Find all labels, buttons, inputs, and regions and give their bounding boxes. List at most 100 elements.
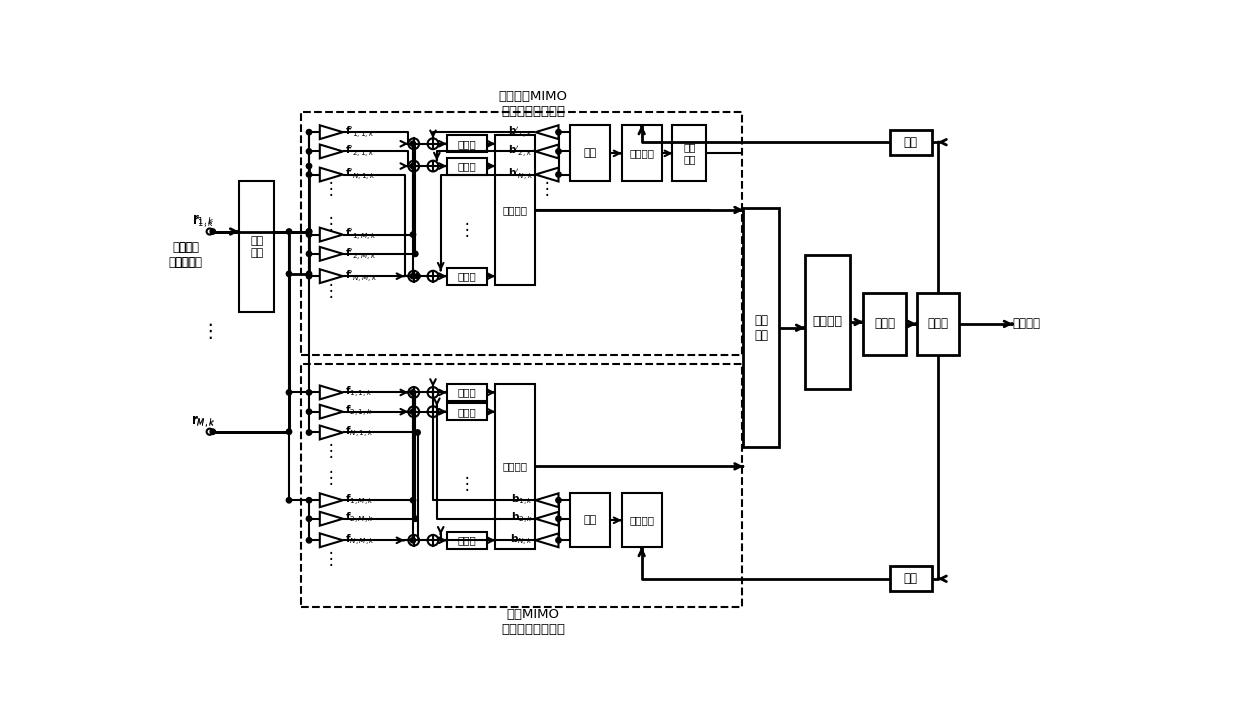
Bar (446, 403, 487, 420)
Circle shape (306, 228, 311, 234)
Circle shape (306, 163, 311, 168)
Text: 时间
反转: 时间 反转 (754, 314, 768, 342)
Bar (570, 125, 610, 181)
Text: $\mathbf{r}_{1,k}$: $\mathbf{r}_{1,k}$ (191, 215, 215, 230)
Text: 解映射: 解映射 (458, 271, 476, 281)
Text: 译码输出: 译码输出 (1013, 317, 1040, 330)
Circle shape (410, 273, 415, 279)
Text: ⋮: ⋮ (324, 282, 340, 300)
Circle shape (410, 163, 415, 168)
Text: 解映射: 解映射 (458, 535, 476, 545)
Circle shape (306, 538, 311, 543)
Bar (570, 493, 610, 547)
Circle shape (286, 228, 291, 234)
Circle shape (286, 497, 291, 503)
Text: $\mathbf{f}_{2,M,k}$: $\mathbf{f}_{2,M,k}$ (345, 511, 374, 526)
Bar (805, 254, 849, 390)
Text: 交织: 交织 (904, 136, 918, 149)
Circle shape (306, 516, 311, 521)
Bar (446, 384, 487, 401)
Bar (743, 208, 779, 447)
Text: 并串转换: 并串转换 (503, 205, 528, 215)
Text: $\mathbf{f}'_{2,M,k}$: $\mathbf{f}'_{2,M,k}$ (345, 246, 377, 262)
Circle shape (286, 271, 291, 277)
Text: $\mathbf{b}_{2,k}$: $\mathbf{b}_{2,k}$ (511, 511, 533, 526)
Circle shape (556, 172, 562, 177)
Text: $\mathbf{f}'_{1,1,k}$: $\mathbf{f}'_{1,1,k}$ (345, 124, 376, 140)
Bar (889, 566, 932, 591)
Text: ⋮: ⋮ (324, 215, 340, 233)
Circle shape (413, 251, 418, 257)
Bar (495, 135, 536, 285)
Circle shape (286, 390, 291, 395)
Text: ⋮: ⋮ (538, 180, 556, 198)
Circle shape (306, 429, 311, 435)
Text: 解映射: 解映射 (458, 388, 476, 398)
Text: ⋮: ⋮ (459, 221, 475, 239)
Text: ⋮: ⋮ (459, 476, 475, 494)
Circle shape (410, 141, 415, 147)
Text: ⋮: ⋮ (324, 469, 340, 487)
Text: 多阵元
接收信号: 多阵元 接收信号 (169, 241, 197, 269)
Text: $\mathbf{f}_{1,M,k}$: $\mathbf{f}_{1,M,k}$ (345, 492, 374, 508)
Circle shape (306, 172, 311, 177)
Circle shape (556, 129, 562, 135)
Text: $\mathbf{f}'_{N,1,k}$: $\mathbf{f}'_{N,1,k}$ (345, 167, 376, 182)
Bar (446, 135, 487, 153)
Circle shape (415, 429, 420, 435)
Circle shape (306, 149, 311, 154)
Bar (621, 493, 662, 547)
Circle shape (306, 390, 311, 395)
Text: 解映射: 解映射 (458, 139, 476, 149)
Bar (300, 364, 742, 607)
Text: 译码器: 译码器 (928, 317, 949, 330)
Bar (495, 384, 536, 549)
Text: $\mathbf{r}_{M,k}$: $\mathbf{r}_{M,k}$ (191, 415, 215, 430)
Text: 串并转换: 串并转换 (629, 515, 655, 526)
Circle shape (306, 251, 311, 257)
Circle shape (556, 149, 562, 154)
Text: ⋮: ⋮ (200, 322, 219, 341)
Text: ⋮: ⋮ (324, 180, 340, 198)
Text: 解映射: 解映射 (458, 161, 476, 171)
Bar (446, 532, 487, 549)
Circle shape (306, 273, 311, 279)
Text: ⋮: ⋮ (324, 442, 340, 460)
Text: $\mathbf{b}'_{2,k}$: $\mathbf{b}'_{2,k}$ (508, 144, 533, 159)
Text: 传统MIMO
软判决反馈均衡器: 传统MIMO 软判决反馈均衡器 (501, 608, 565, 636)
Circle shape (410, 538, 415, 543)
Circle shape (286, 429, 291, 435)
Text: 时间
反转: 时间 反转 (250, 236, 263, 257)
Text: $\mathbf{b}_{N,k}$: $\mathbf{b}_{N,k}$ (510, 533, 533, 548)
Bar (446, 158, 487, 174)
Text: 解映射: 解映射 (458, 407, 476, 416)
Text: ⋮: ⋮ (324, 549, 340, 568)
Text: $\mathbf{f}'_{N,M,k}$: $\mathbf{f}'_{N,M,k}$ (345, 268, 378, 284)
Text: $\mathbf{f}_{2,1,k}$: $\mathbf{f}_{2,1,k}$ (345, 404, 373, 419)
Circle shape (413, 516, 418, 521)
Circle shape (306, 232, 311, 237)
Circle shape (306, 409, 311, 414)
Circle shape (410, 390, 415, 395)
Circle shape (415, 273, 420, 279)
Circle shape (210, 228, 216, 234)
Text: 映射: 映射 (584, 148, 596, 158)
Bar (239, 181, 274, 312)
Text: $\mathbf{b}'_{1,k}$: $\mathbf{b}'_{1,k}$ (508, 124, 533, 140)
Circle shape (556, 497, 562, 503)
Text: $\mathbf{f}_{N,M,k}$: $\mathbf{f}_{N,M,k}$ (345, 533, 376, 548)
Text: $\mathbf{f}'_{2,1,k}$: $\mathbf{f}'_{2,1,k}$ (345, 144, 376, 159)
Bar (300, 112, 742, 355)
Circle shape (410, 232, 415, 237)
Text: 时间反转MIMO
软判决反馈均衡器: 时间反转MIMO 软判决反馈均衡器 (498, 90, 568, 119)
Circle shape (306, 129, 311, 135)
Text: 双向联合: 双向联合 (812, 315, 842, 328)
Text: 交织: 交织 (904, 573, 918, 586)
Text: 并串转换: 并串转换 (503, 461, 528, 471)
Text: $\mathbf{f}_{1,1,k}$: $\mathbf{f}_{1,1,k}$ (345, 385, 373, 400)
Text: 映射: 映射 (584, 515, 596, 526)
Text: $\mathbf{b}_{1,k}$: $\mathbf{b}_{1,k}$ (511, 492, 533, 508)
Bar (916, 293, 959, 355)
Circle shape (410, 497, 415, 503)
Text: 时间
反转: 时间 反转 (683, 142, 696, 164)
